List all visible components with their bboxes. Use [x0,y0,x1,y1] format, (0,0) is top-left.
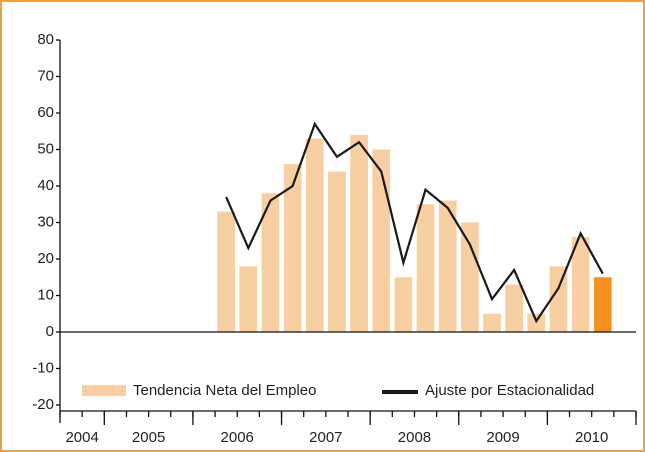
bar [593,277,612,332]
y-tick-label: 70 [37,67,54,84]
bar [283,164,302,332]
bar [350,134,368,332]
y-tick-label: 40 [37,177,54,194]
y-tick-label: 30 [37,213,54,230]
bar [305,138,324,332]
bar [217,211,236,332]
bar [483,313,501,332]
bar [261,193,280,332]
x-group-label: 2009 [486,429,519,446]
legend-label: Ajuste por Estacionalidad [425,382,594,399]
bar [549,266,568,332]
y-tick-label: 10 [37,286,54,303]
y-tick-label: 50 [37,140,54,157]
x-group-label: 2005 [132,429,165,446]
bar [571,237,590,332]
x-group-label: 2004 [65,429,98,446]
line [225,121,604,324]
y-tick-label: -10 [32,359,54,376]
y-tick-label: 80 [37,31,54,48]
legend-swatch [82,385,126,396]
y-tick-label: 60 [37,104,54,121]
bar [394,277,413,332]
x-group-label: 2006 [221,429,254,446]
bar [438,200,457,332]
bar [416,204,435,332]
bar [328,171,346,332]
y-tick-label: 20 [37,250,54,267]
x-group-label: 2007 [309,429,342,446]
y-tick-label: -20 [32,396,54,413]
legend-label: Tendencia Neta del Empleo [133,382,316,399]
bar [372,149,391,332]
bar [239,266,258,332]
x-group-label: 2010 [575,429,608,446]
x-group-label: 2008 [398,429,431,446]
bar [505,284,524,332]
y-tick-label: 0 [46,323,54,340]
bar [460,222,479,332]
